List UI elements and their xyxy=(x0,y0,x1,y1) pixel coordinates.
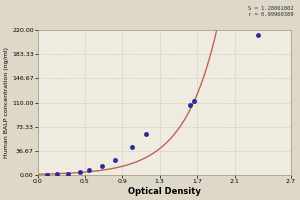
Point xyxy=(65,172,70,175)
Point xyxy=(192,100,197,103)
Y-axis label: Human BALP concentration (ng/ml): Human BALP concentration (ng/ml) xyxy=(4,47,9,158)
Point xyxy=(54,173,59,176)
Point xyxy=(187,103,192,106)
Point xyxy=(78,170,82,174)
Point xyxy=(87,168,92,172)
Point xyxy=(143,133,148,136)
Point xyxy=(256,34,260,37)
Text: S = 1.28061802
r = 0.99960389: S = 1.28061802 r = 0.99960389 xyxy=(248,6,294,17)
Point xyxy=(45,173,50,176)
Point xyxy=(99,165,104,168)
Point xyxy=(129,146,134,149)
Point xyxy=(112,159,117,162)
X-axis label: Optical Density: Optical Density xyxy=(128,187,201,196)
